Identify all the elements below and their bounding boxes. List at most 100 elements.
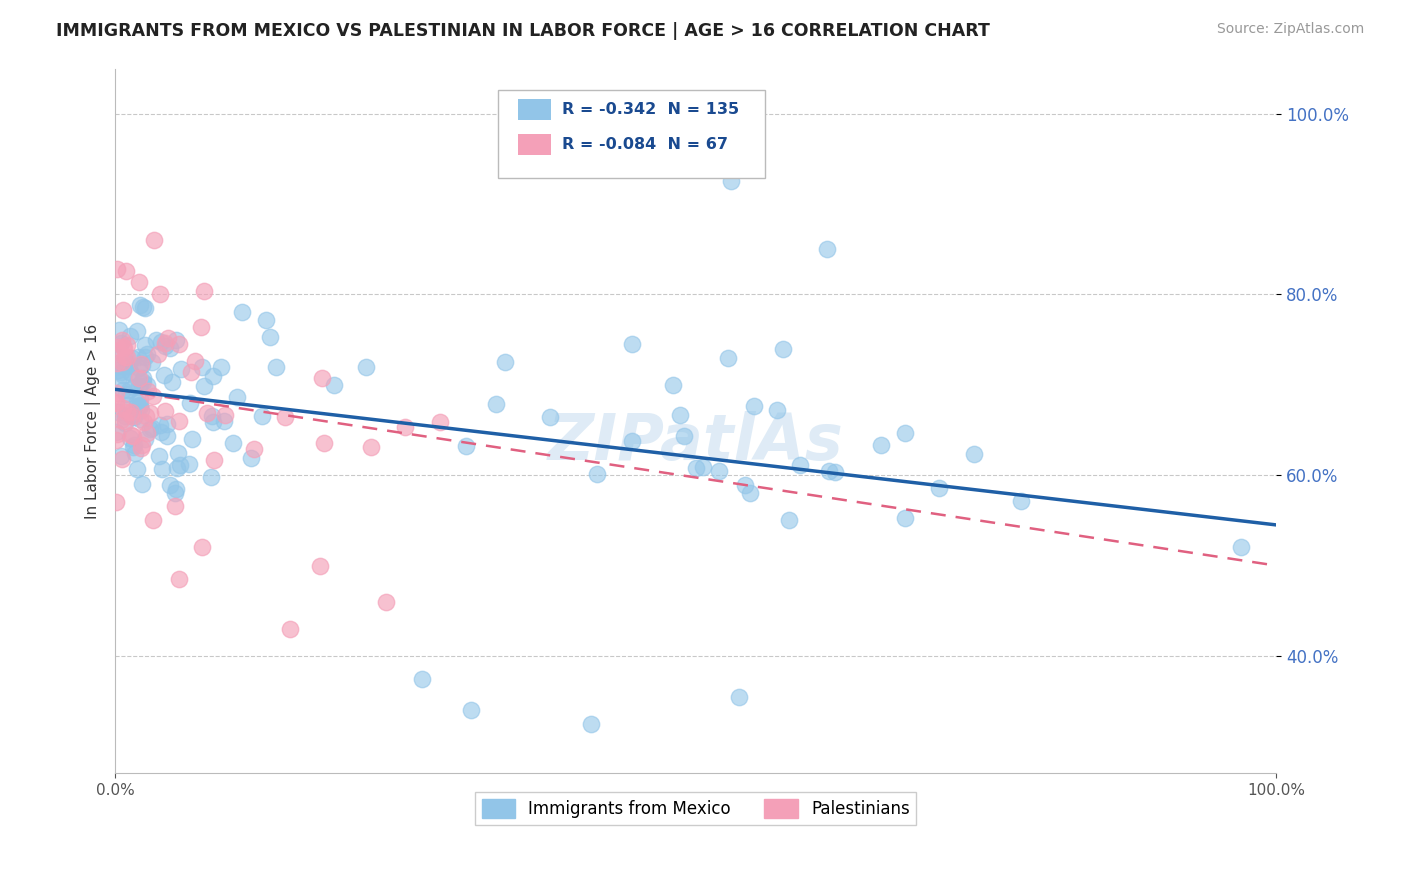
Point (692, 459, 714, 474)
Point (155, 339, 177, 353)
Point (152, 368, 174, 382)
Point (165, 500, 187, 514)
Point (264, 359, 287, 374)
Point (117, 338, 139, 352)
Point (1230, 540, 1253, 554)
Point (165, 482, 187, 496)
Point (156, 429, 179, 443)
Point (170, 362, 193, 376)
Point (125, 399, 148, 413)
Point (124, 446, 146, 460)
Point (190, 359, 212, 374)
Point (226, 390, 249, 404)
Point (114, 413, 136, 427)
Point (150, 335, 173, 350)
Point (190, 319, 212, 334)
Legend: Immigrants from Mexico, Palestinians: Immigrants from Mexico, Palestinians (475, 792, 917, 825)
Point (728, 690, 751, 704)
Point (243, 442, 266, 457)
Point (160, 375, 183, 389)
Point (740, 486, 762, 500)
Point (254, 313, 277, 327)
Point (134, 432, 156, 446)
Text: R = -0.342  N = 135: R = -0.342 N = 135 (562, 102, 740, 117)
Point (131, 358, 153, 372)
Point (128, 298, 150, 312)
Point (394, 420, 416, 434)
Point (429, 415, 451, 429)
Point (114, 416, 136, 430)
Point (963, 447, 986, 461)
Point (141, 355, 163, 369)
Point (132, 370, 155, 384)
Point (105, 340, 128, 354)
Point (134, 301, 156, 315)
Point (108, 323, 131, 337)
Point (824, 465, 846, 479)
Point (460, 703, 482, 717)
Point (122, 380, 145, 394)
Point (134, 415, 156, 429)
Point (485, 397, 508, 411)
Point (112, 341, 135, 355)
Point (274, 410, 297, 425)
Point (110, 449, 132, 463)
Point (579, 716, 602, 731)
Point (585, 467, 607, 481)
Point (128, 275, 150, 289)
Point (105, 344, 128, 359)
Point (928, 481, 950, 495)
Point (139, 406, 162, 420)
Point (134, 350, 156, 364)
Point (150, 462, 173, 476)
Point (141, 421, 163, 435)
Point (167, 446, 190, 460)
Point (131, 438, 153, 452)
Point (778, 513, 800, 527)
Point (114, 387, 136, 401)
Point (142, 233, 165, 247)
Point (156, 417, 179, 431)
Point (893, 426, 915, 441)
Point (107, 363, 129, 377)
Point (167, 414, 190, 428)
Point (128, 379, 150, 393)
Point (128, 411, 150, 425)
Point (259, 329, 281, 343)
Point (669, 408, 692, 422)
Text: Source: ZipAtlas.com: Source: ZipAtlas.com (1216, 22, 1364, 37)
Point (122, 410, 145, 425)
Point (153, 404, 176, 418)
Point (121, 409, 143, 423)
Point (105, 261, 128, 276)
Point (673, 429, 696, 443)
Point (454, 439, 477, 453)
Point (120, 328, 142, 343)
Point (180, 432, 202, 446)
Point (707, 464, 730, 478)
Point (122, 440, 145, 454)
FancyBboxPatch shape (498, 90, 765, 178)
Point (360, 440, 382, 454)
Point (118, 365, 141, 379)
Point (129, 403, 152, 417)
Point (138, 422, 160, 436)
Point (222, 436, 245, 450)
Point (411, 672, 433, 686)
Point (129, 399, 152, 413)
Point (1010, 494, 1032, 508)
Point (157, 331, 180, 345)
Point (149, 287, 172, 301)
Point (183, 354, 205, 368)
Point (815, 242, 838, 256)
Point (146, 347, 169, 361)
Point (112, 401, 135, 416)
Point (212, 414, 235, 428)
Point (122, 438, 145, 452)
Point (145, 333, 167, 347)
Point (231, 304, 253, 318)
Point (125, 462, 148, 476)
Point (195, 406, 218, 420)
Text: R = -0.084  N = 67: R = -0.084 N = 67 (562, 137, 728, 153)
Point (789, 458, 811, 472)
